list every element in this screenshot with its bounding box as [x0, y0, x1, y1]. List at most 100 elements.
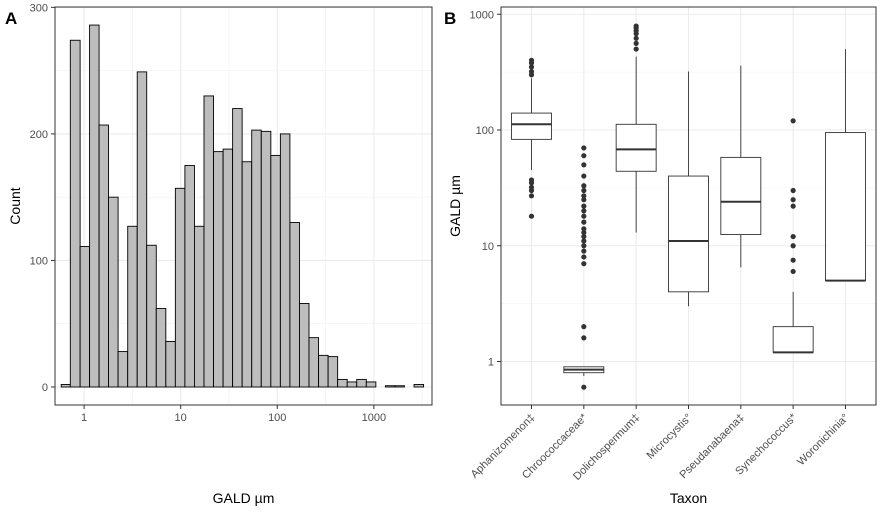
box-4: [720, 65, 762, 268]
histogram-bar: [356, 378, 367, 388]
box-outlier: [581, 226, 587, 232]
box-outlier: [528, 68, 535, 75]
y-tick-label: 1000: [470, 9, 494, 21]
box-outlier: [528, 193, 535, 199]
histogram-bar: [184, 165, 195, 388]
x-tick-label: Woronichinia°: [795, 412, 851, 468]
histogram-bar: [241, 161, 253, 388]
box-outlier: [633, 46, 639, 52]
box-outlier: [790, 203, 796, 209]
box-body: [511, 112, 552, 140]
histogram-bar: [394, 385, 405, 388]
box-outlier: [790, 257, 796, 263]
histogram-bar: [327, 356, 339, 388]
panel-a-frame: [54, 6, 433, 406]
panel-b-tag: B: [444, 9, 456, 28]
box-body: [720, 156, 762, 235]
histogram-bar: [270, 154, 281, 388]
histogram-bar: [127, 225, 138, 388]
histogram-bar: [279, 133, 291, 388]
y-tick-label: 10: [482, 241, 494, 253]
box-outlier: [528, 57, 535, 63]
box-outlier: [790, 233, 796, 240]
box-body: [615, 123, 657, 172]
box-outlier: [581, 335, 587, 341]
box-outlier: [581, 208, 587, 214]
histogram-bar: [174, 187, 186, 388]
box-outlier: [581, 384, 587, 390]
box-outlier: [790, 187, 796, 194]
box-outlier: [528, 177, 535, 183]
box-outlier: [790, 118, 796, 124]
box-outlier: [528, 64, 535, 70]
box-outlier: [528, 184, 535, 190]
box-outlier: [581, 173, 587, 179]
box-2: [615, 23, 657, 233]
histogram-bar: [222, 148, 234, 388]
panel-b-x-ticks: Aphanizomenon‡Chroococcaceae*Dolichosper…: [469, 405, 852, 483]
box-outlier: [581, 203, 587, 209]
y-tick-label: 100: [476, 125, 494, 137]
y-tick-label: 200: [30, 129, 48, 141]
histogram-bar: [260, 130, 272, 388]
y-tick-label: 100: [30, 255, 48, 267]
box-3: [668, 71, 709, 307]
box-outlier: [581, 219, 587, 225]
histogram-bar: [213, 151, 224, 388]
x-tick-label: 100: [268, 412, 286, 424]
histogram-bar: [146, 244, 157, 388]
box-outlier: [581, 254, 587, 260]
box-outlier: [581, 193, 587, 199]
histogram-bar: [299, 303, 310, 388]
box-outlier: [528, 213, 535, 219]
box-outlier: [633, 35, 639, 41]
box-6: [825, 49, 866, 282]
box-outlier: [581, 261, 587, 267]
box-outlier: [581, 238, 587, 244]
histogram-bar: [155, 308, 167, 388]
box-5: [772, 118, 814, 354]
x-tick-label: Microcystis°: [645, 412, 695, 462]
histogram-bar: [89, 24, 100, 388]
box-outlier: [581, 162, 587, 168]
y-tick-label: 300: [30, 2, 48, 14]
box-outlier: [581, 243, 587, 249]
histogram-bar: [98, 124, 109, 388]
box-0: [511, 57, 552, 219]
box-outlier: [581, 229, 587, 236]
panel-a-x-axis-title: GALD µm: [213, 490, 275, 506]
box-outlier: [581, 213, 587, 219]
histogram-bar: [337, 378, 348, 388]
panel-b-y-axis-title: GALD µm: [447, 175, 463, 237]
box-body: [668, 175, 709, 293]
box-outlier: [633, 23, 639, 29]
x-tick-label: 1000: [362, 412, 386, 424]
x-tick-label: 1: [81, 412, 87, 424]
box-outlier: [581, 187, 587, 194]
histogram-bar: [232, 108, 243, 388]
panel-a-bars: [60, 24, 425, 388]
box-body: [825, 132, 866, 282]
box-outlier: [581, 197, 587, 203]
panel-b-y-ticks: 1 10 100 1000: [470, 9, 501, 369]
box-outlier: [790, 268, 796, 275]
box-outlier: [581, 145, 587, 151]
histogram-bar: [346, 381, 358, 388]
x-tick-label: 10: [175, 412, 187, 424]
box-body: [772, 326, 814, 353]
histogram-bar: [289, 222, 300, 388]
histogram-bar: [318, 354, 329, 388]
box-outlier: [790, 197, 796, 203]
histogram-bar: [365, 381, 377, 388]
panel-b-x-axis-title: Taxon: [670, 490, 707, 506]
histogram-bar: [136, 71, 148, 388]
box-outlier: [633, 40, 639, 46]
histogram-bar: [413, 384, 425, 388]
histogram-bar: [108, 196, 119, 388]
histogram-bar: [79, 246, 91, 388]
box-outlier: [790, 243, 796, 249]
panel-b-boxes: [511, 23, 866, 390]
histogram-bar: [194, 225, 205, 388]
box-outlier: [581, 183, 587, 189]
